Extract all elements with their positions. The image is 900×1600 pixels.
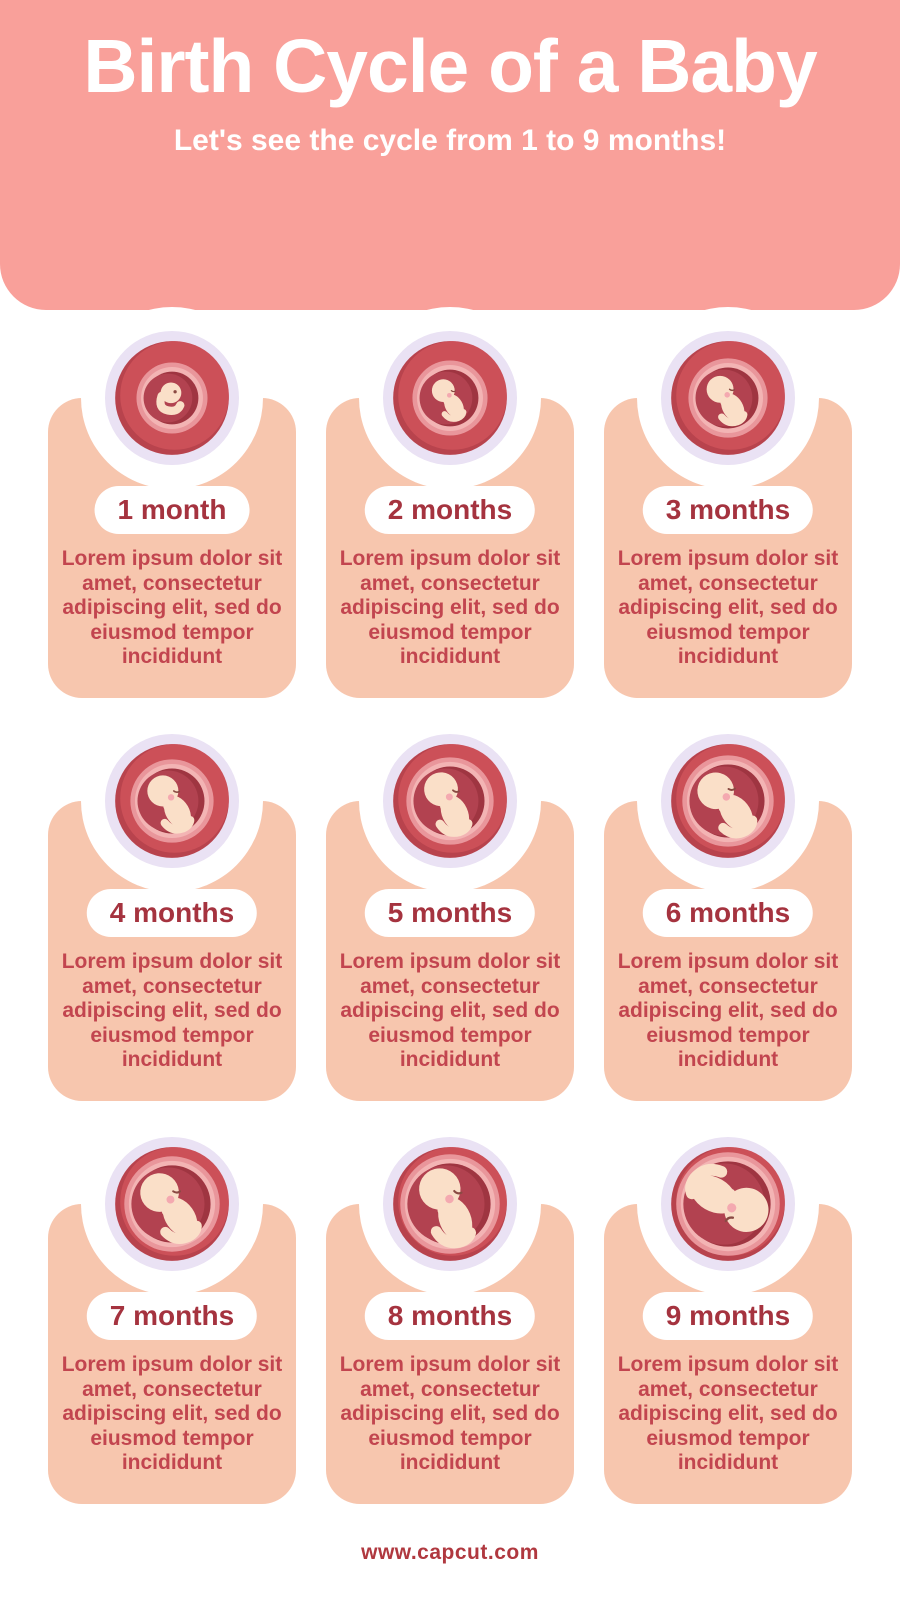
month-label: 1 month xyxy=(117,494,227,525)
month-label: 3 months xyxy=(665,494,791,525)
month-description: Lorem ipsum dolor sit amet, consectetur … xyxy=(617,547,839,668)
cards-grid: 1 month Lorem ipsum dolor sit amet, cons… xyxy=(48,306,852,1504)
month-description: Lorem ipsum dolor sit amet, consectetur … xyxy=(617,1353,839,1474)
month-card: 6 months Lorem ipsum dolor sit amet, con… xyxy=(604,709,852,1101)
month-card: 8 months Lorem ipsum dolor sit amet, con… xyxy=(326,1112,574,1504)
month-label: 6 months xyxy=(665,897,791,928)
page-title: Birth Cycle of a Baby xyxy=(83,24,817,108)
month-badge: 8 months xyxy=(364,1292,536,1340)
month-badge: 2 months xyxy=(364,486,536,534)
month-label: 4 months xyxy=(109,897,235,928)
header-banner: Birth Cycle of a Baby Let's see the cycl… xyxy=(0,0,900,310)
month-label: 5 months xyxy=(387,897,513,928)
month-description: Lorem ipsum dolor sit amet, consectetur … xyxy=(61,1353,283,1474)
website-text: www.capcut.com xyxy=(361,1541,539,1564)
month-description: Lorem ipsum dolor sit amet, consectetur … xyxy=(61,547,283,668)
fetus-month-2-icon xyxy=(383,331,517,465)
fetus-month-4-icon xyxy=(105,734,239,868)
month-description: Lorem ipsum dolor sit amet, consectetur … xyxy=(339,950,561,1071)
fetus-month-1-icon xyxy=(105,331,239,465)
month-badge: 3 months xyxy=(642,486,814,534)
month-label: 8 months xyxy=(387,1300,513,1331)
month-badge: 1 month xyxy=(94,486,250,534)
month-label: 9 months xyxy=(665,1300,791,1331)
page-subtitle: Let's see the cycle from 1 to 9 months! xyxy=(173,123,727,157)
month-label: 7 months xyxy=(109,1300,235,1331)
month-card: 1 month Lorem ipsum dolor sit amet, cons… xyxy=(48,306,296,698)
month-badge: 4 months xyxy=(86,889,258,937)
month-description: Lorem ipsum dolor sit amet, consectetur … xyxy=(339,547,561,668)
fetus-month-3-icon xyxy=(661,331,795,465)
month-card: 4 months Lorem ipsum dolor sit amet, con… xyxy=(48,709,296,1101)
month-description: Lorem ipsum dolor sit amet, consectetur … xyxy=(617,950,839,1071)
fetus-month-5-icon xyxy=(383,734,517,868)
month-description: Lorem ipsum dolor sit amet, consectetur … xyxy=(339,1353,561,1474)
fetus-month-9-icon xyxy=(661,1137,795,1271)
month-badge: 6 months xyxy=(642,889,814,937)
month-card: 9 months Lorem ipsum dolor sit amet, con… xyxy=(604,1112,852,1504)
month-card: 7 months Lorem ipsum dolor sit amet, con… xyxy=(48,1112,296,1504)
footer: www.capcut.com xyxy=(0,1541,900,1565)
month-card: 3 months Lorem ipsum dolor sit amet, con… xyxy=(604,306,852,698)
fetus-month-6-icon xyxy=(661,734,795,868)
fetus-month-8-icon xyxy=(383,1137,517,1271)
month-badge: 9 months xyxy=(642,1292,814,1340)
fetus-month-7-icon xyxy=(105,1137,239,1271)
month-badge: 7 months xyxy=(86,1292,258,1340)
month-description: Lorem ipsum dolor sit amet, consectetur … xyxy=(61,950,283,1071)
month-card: 5 months Lorem ipsum dolor sit amet, con… xyxy=(326,709,574,1101)
month-label: 2 months xyxy=(387,494,513,525)
month-card: 2 months Lorem ipsum dolor sit amet, con… xyxy=(326,306,574,698)
month-badge: 5 months xyxy=(364,889,536,937)
